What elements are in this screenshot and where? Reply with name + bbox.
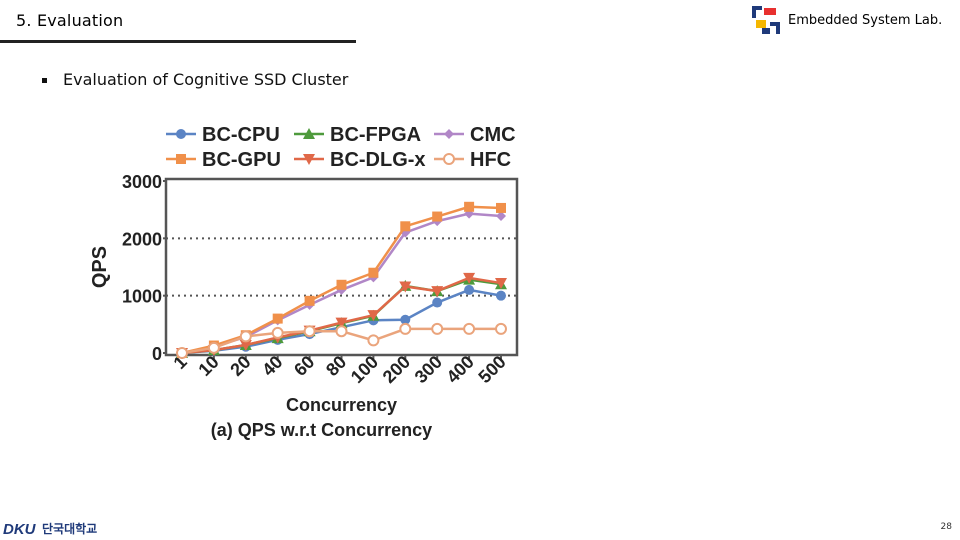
legend-marker-bc-cpu [176,129,186,139]
data-point-hfc [303,325,316,338]
bullet-text: Evaluation of Cognitive SSD Cluster [63,70,349,89]
data-point-bc-dlg-x [495,278,507,290]
data-point-bc-dlg-x [463,272,476,284]
data-point-hfc [431,322,444,335]
data-point-hfc [239,330,252,343]
data-point-hfc [367,334,380,347]
legend-marker-cmc [444,129,454,139]
x-axis-label: Concurrency [286,395,397,415]
x-tick-label: 300 [411,352,446,387]
data-point-hfc [399,322,412,335]
data-point-bc-cpu [400,314,411,325]
dku-logo-icon: DKU [3,521,37,538]
page-number: 28 [940,522,952,532]
data-point-bc-cpu [464,284,475,295]
data-point-bc-gpu [272,313,283,324]
lab-logo-icon [752,6,780,34]
lab-branding: Embedded System Lab. [750,3,942,37]
legend-label-bc-cpu: BC-CPU [202,124,280,146]
university-name: 단국대학교 [42,521,98,536]
data-point-hfc [335,325,348,338]
bullet-item: Evaluation of Cognitive SSD Cluster [42,70,348,89]
data-point-hfc [271,326,284,339]
chart-title: (a) QPS w.r.t Concurrency [211,420,432,440]
y-tick-label: 1000 [122,287,162,307]
x-tick-label: 400 [443,352,478,387]
x-tick-label: 500 [474,352,509,387]
data-point-bc-dlg-x [431,286,444,298]
y-axis-label: QPS [89,246,111,288]
legend-label-cmc: CMC [470,124,516,146]
x-tick-label: 200 [379,352,414,387]
data-point-hfc [176,347,188,359]
x-tick-label: 100 [347,352,382,387]
legend-marker-bc-fpga [303,128,315,139]
legend-label-bc-fpga: BC-FPGA [330,124,421,146]
data-point-bc-dlg-x [239,339,252,351]
bullet-square-icon [42,77,47,83]
data-point-bc-gpu [304,295,315,306]
lab-name: Embedded System Lab. [788,12,943,28]
y-tick-label: 2000 [122,229,162,249]
data-point-bc-gpu [496,202,506,213]
data-point-hfc [463,322,476,335]
data-point-hfc [495,322,507,335]
legend-label-bc-dlg-x: BC-DLG-x [330,149,426,171]
legend-label-bc-gpu: BC-GPU [202,149,281,171]
data-point-bc-cpu [496,290,506,301]
data-point-bc-gpu [336,279,347,290]
data-point-bc-dlg-x [367,310,380,322]
data-point-bc-dlg-x [399,281,412,293]
data-point-hfc [207,341,220,354]
y-tick-label: 0 [152,344,162,364]
data-point-bc-gpu [368,267,379,278]
data-point-bc-gpu [400,221,411,232]
legend-marker-bc-dlg-x [303,154,315,165]
legend-marker-bc-gpu [176,154,186,164]
data-point-cmc [496,210,506,221]
title-underline [0,40,356,43]
data-point-cmc [464,208,475,219]
university-logo: DKU 단국대학교 [2,518,97,538]
data-point-bc-cpu [432,297,443,308]
data-point-bc-dlg-x [335,317,348,329]
svg-text:DKU: DKU [3,521,37,538]
legend-label-hfc: HFC [470,149,511,171]
legend-marker-hfc [443,153,455,165]
data-point-bc-gpu [464,201,475,212]
data-point-bc-gpu [432,211,443,222]
y-tick-label: 3000 [122,172,162,192]
section-title: 5. Evaluation [16,11,124,30]
